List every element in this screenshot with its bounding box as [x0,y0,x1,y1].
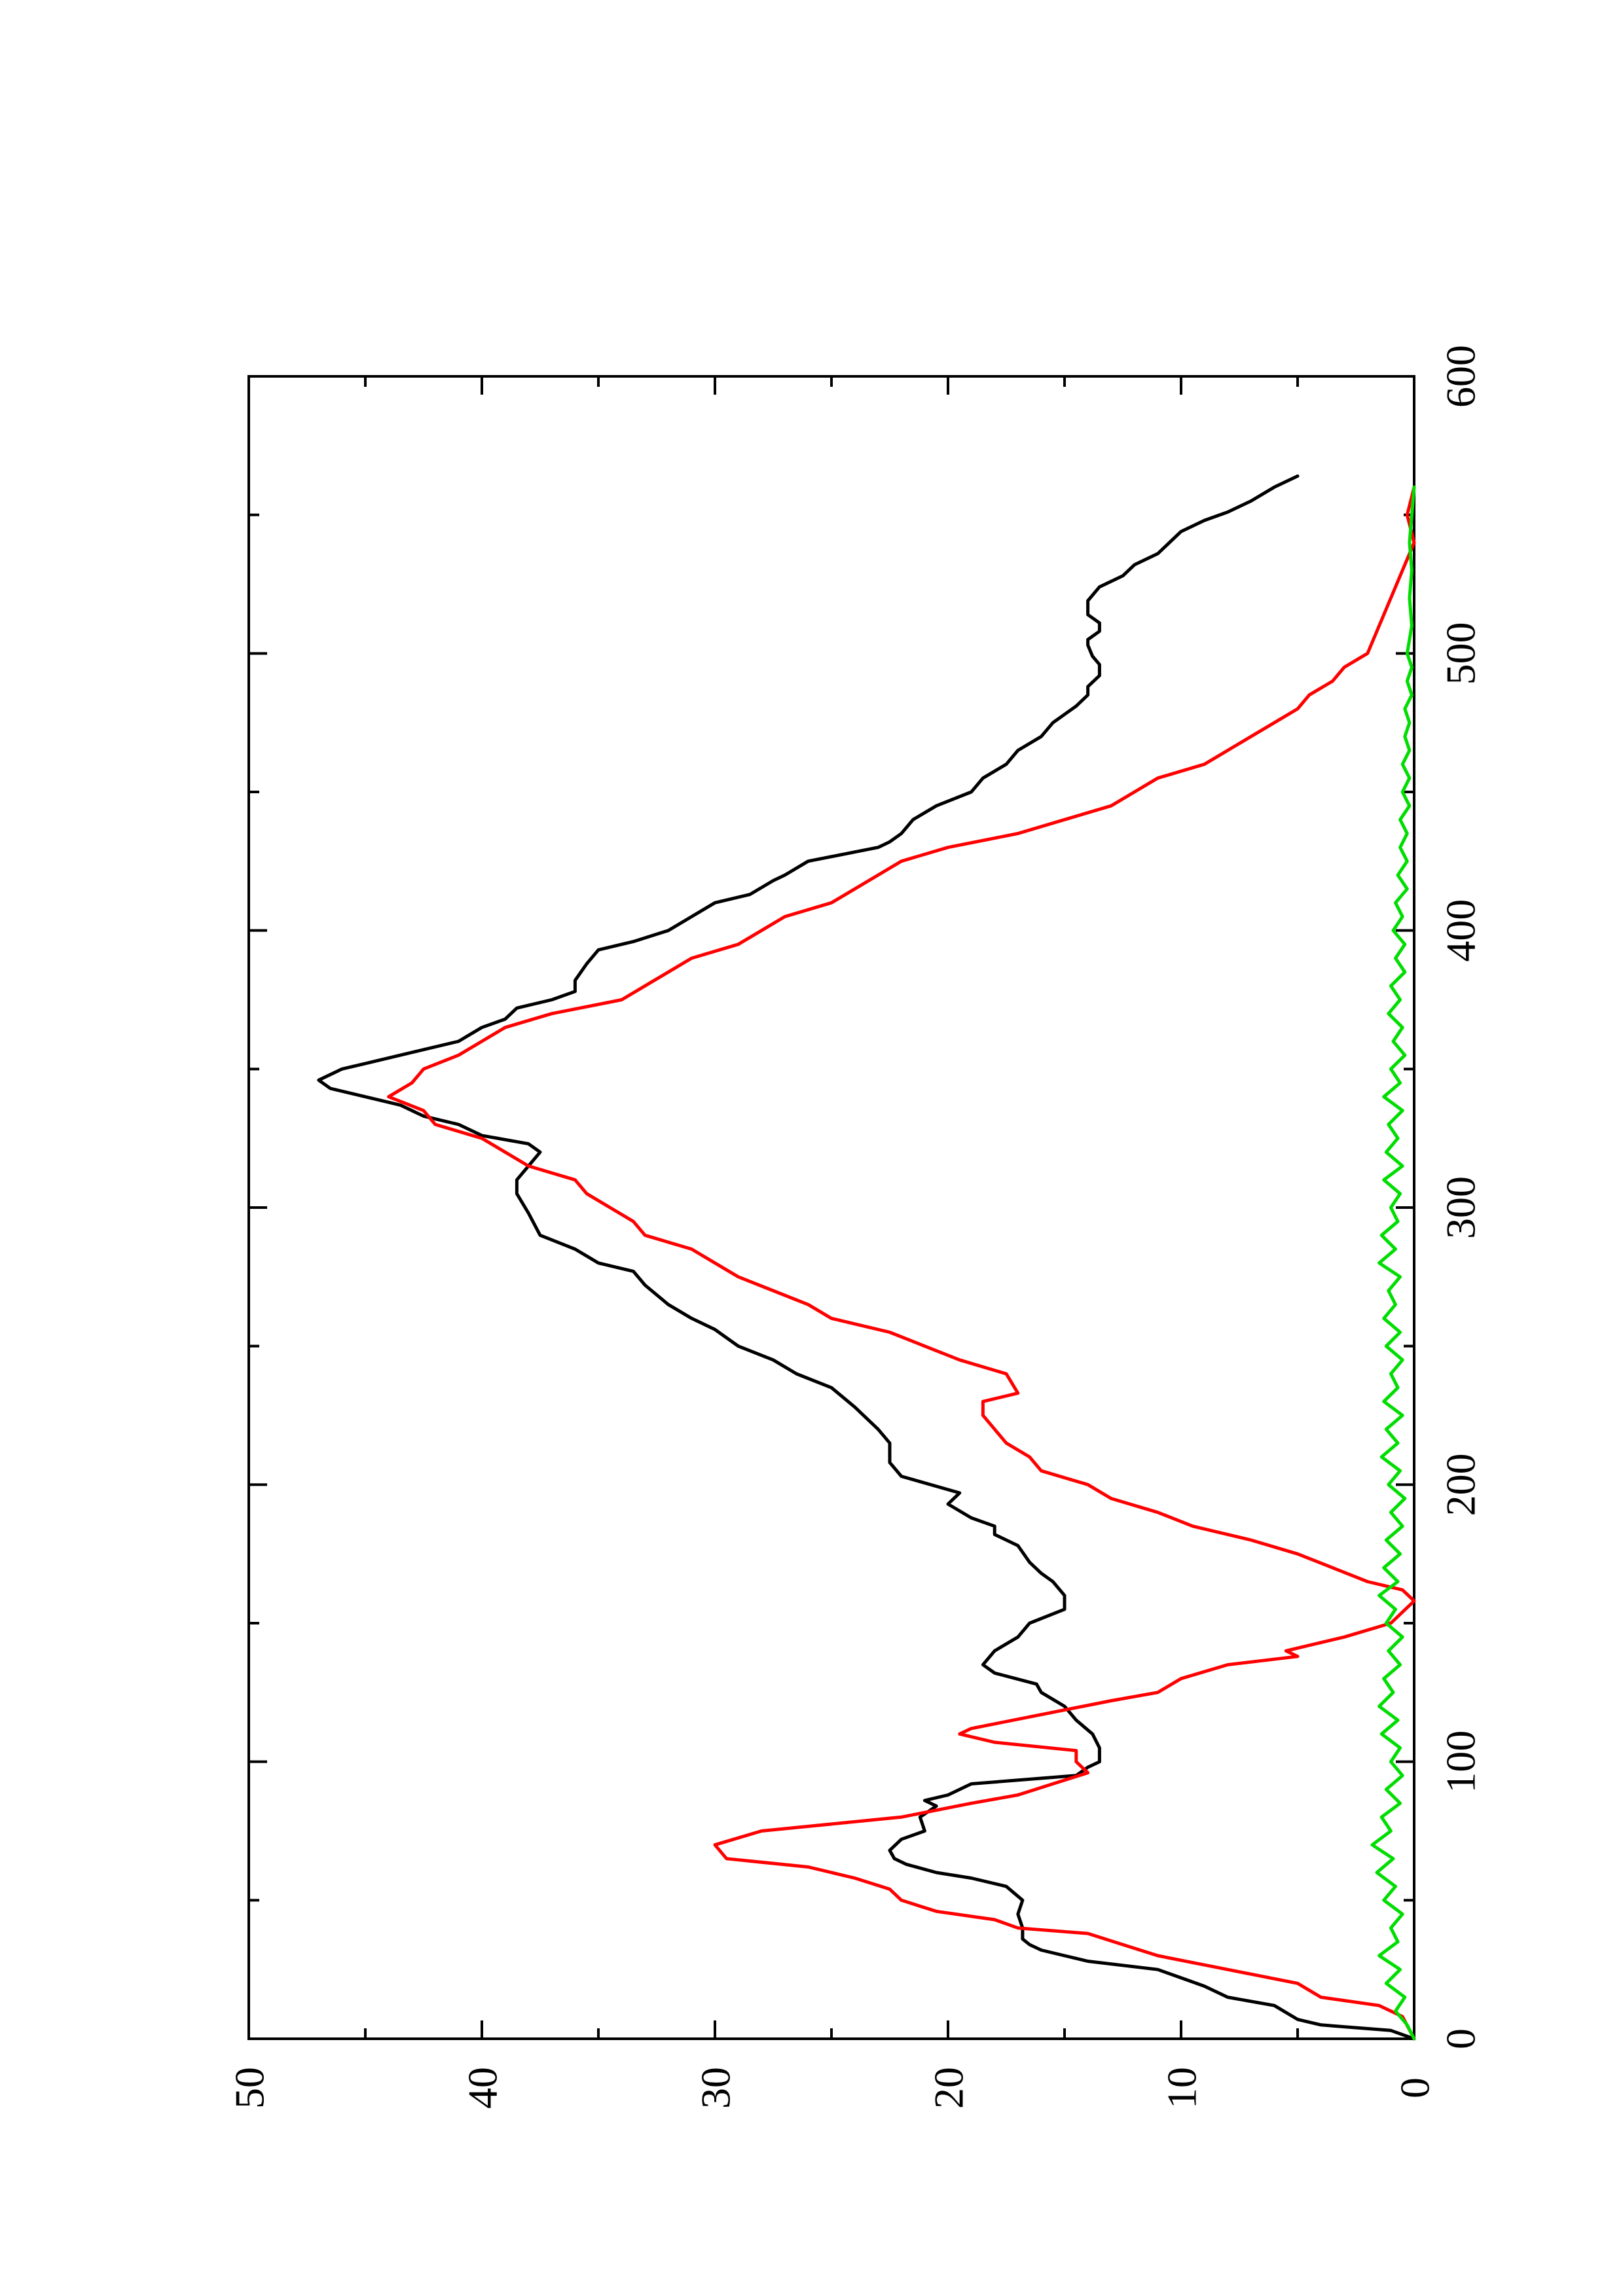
axis-ticks [247,375,1415,2040]
x-tick-label: 400 [1437,899,1484,962]
y-tick-label: 30 [692,2067,739,2109]
y-tick-label: 0 [1391,2077,1438,2098]
y-tick-label: 50 [226,2067,272,2109]
x-tick-label: 600 [1437,345,1484,408]
x-tick-label: 500 [1437,622,1484,685]
axis-tick-labels: 0 100 200 300 400 500 600 0 10 20 30 40 50 [226,345,1484,2109]
y-tick-label: 20 [925,2067,972,2109]
plot-frame [247,375,1415,2040]
x-tick-label: 300 [1437,1176,1484,1239]
series-line-3 [1370,485,1416,2041]
x-tick-label: 200 [1437,1453,1484,1516]
series-line-1 [317,474,1416,2041]
series-line-2 [387,485,1416,2041]
x-tick-label: 0 [1437,2028,1484,2049]
y-tick-label: 10 [1158,2067,1205,2109]
x-tick-label: 100 [1437,1731,1484,1793]
series-layer [317,474,1416,2041]
y-tick-label: 40 [459,2067,505,2109]
